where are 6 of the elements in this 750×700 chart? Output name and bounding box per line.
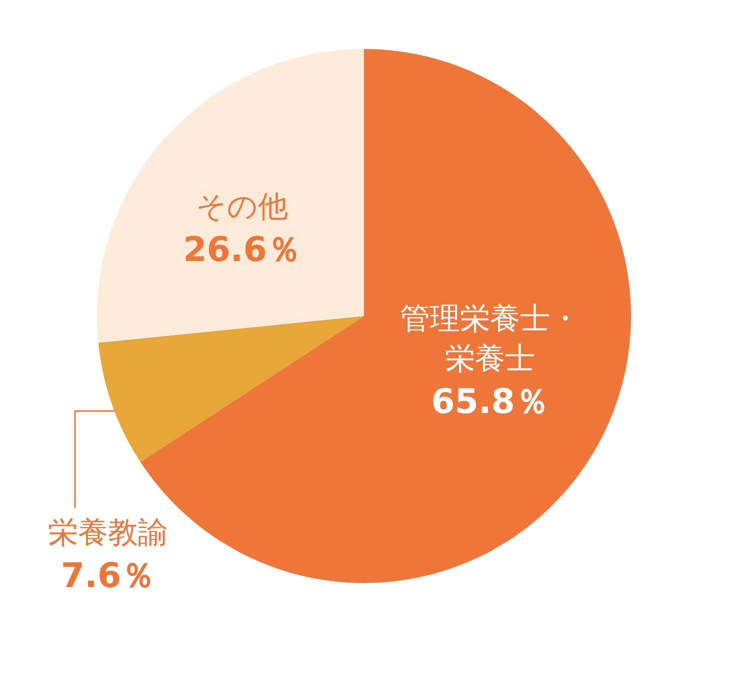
slice-label: 管理栄養士・栄養士 xyxy=(400,302,580,376)
data-label: 7.6％ xyxy=(60,556,156,596)
data-label: 26.6％ xyxy=(183,230,301,270)
data-label: 65.8％ xyxy=(431,382,549,422)
slice-label: その他 xyxy=(196,190,288,224)
slice-label: 栄養教諭 xyxy=(48,516,168,550)
